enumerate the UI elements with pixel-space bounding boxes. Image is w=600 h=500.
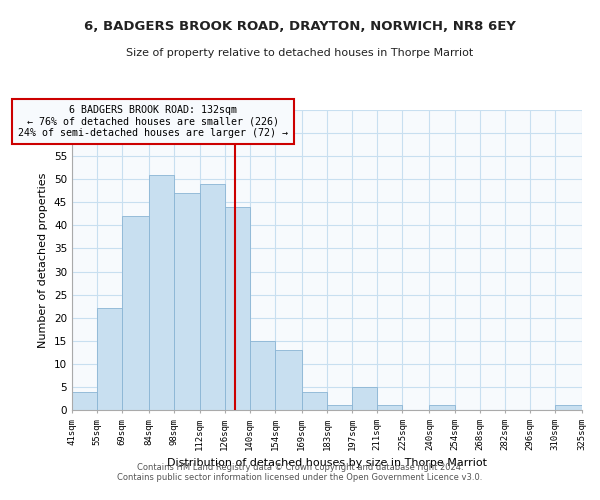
Bar — [122, 216, 149, 410]
Bar — [275, 350, 302, 410]
Y-axis label: Number of detached properties: Number of detached properties — [38, 172, 49, 348]
Bar — [555, 406, 582, 410]
Bar — [377, 406, 403, 410]
Bar — [352, 387, 377, 410]
Bar — [199, 184, 224, 410]
Bar — [224, 207, 250, 410]
Bar — [430, 406, 455, 410]
Bar — [97, 308, 122, 410]
Text: Contains HM Land Registry data © Crown copyright and database right 2024.
Contai: Contains HM Land Registry data © Crown c… — [118, 463, 482, 482]
Text: Size of property relative to detached houses in Thorpe Marriot: Size of property relative to detached ho… — [127, 48, 473, 58]
Text: 6 BADGERS BROOK ROAD: 132sqm
← 76% of detached houses are smaller (226)
24% of s: 6 BADGERS BROOK ROAD: 132sqm ← 76% of de… — [18, 105, 288, 138]
Bar — [149, 174, 175, 410]
Bar — [175, 193, 199, 410]
X-axis label: Distribution of detached houses by size in Thorpe Marriot: Distribution of detached houses by size … — [167, 458, 487, 468]
Bar — [327, 406, 352, 410]
Bar — [250, 341, 275, 410]
Bar — [302, 392, 327, 410]
Text: 6, BADGERS BROOK ROAD, DRAYTON, NORWICH, NR8 6EY: 6, BADGERS BROOK ROAD, DRAYTON, NORWICH,… — [84, 20, 516, 33]
Bar — [72, 392, 97, 410]
